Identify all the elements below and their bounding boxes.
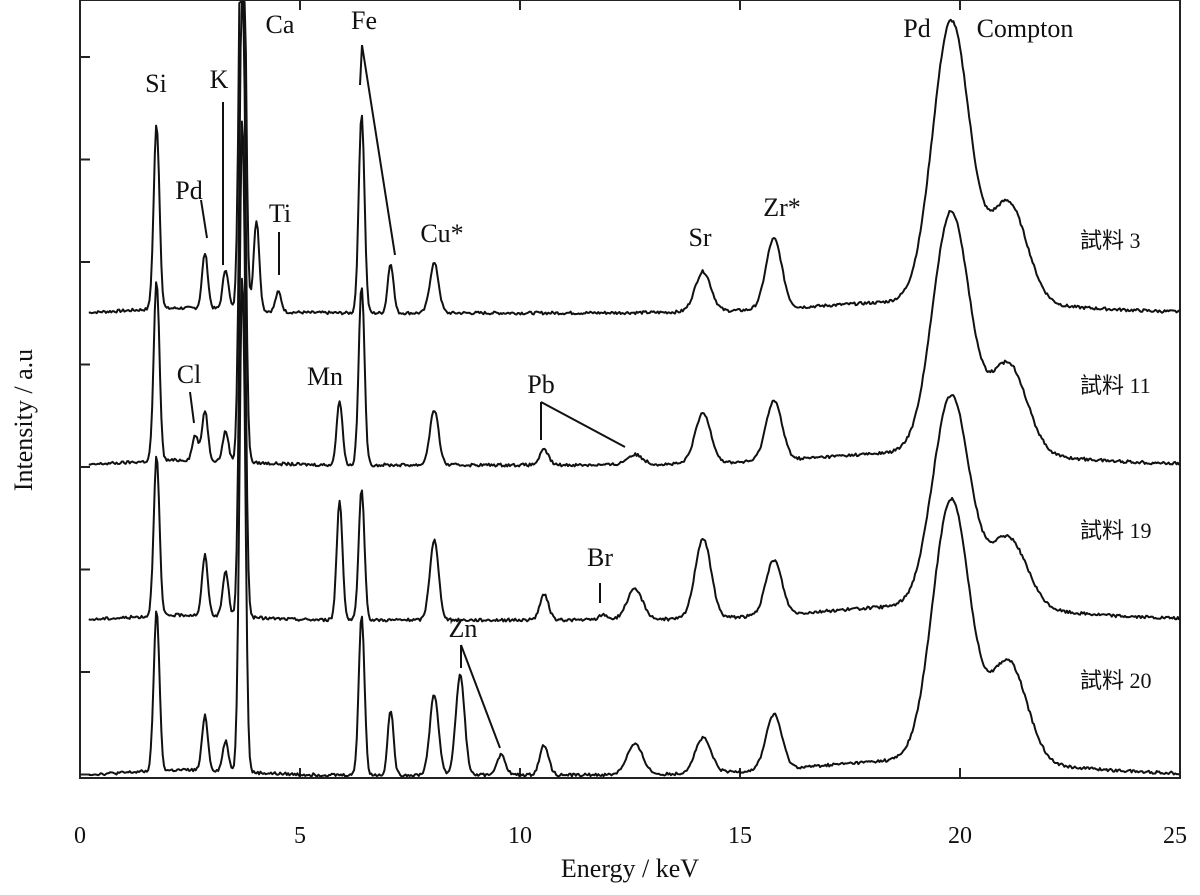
peak-label-zr: Zr* (763, 193, 801, 222)
spectrum-trace (88, 1, 1180, 468)
peak-label-si: Si (145, 69, 167, 98)
spectrum-traces (88, 1, 1181, 778)
peak-label-sr: Sr (688, 223, 711, 252)
peak-label-fe: Fe (351, 6, 377, 35)
sample-label: 試料 19 (1080, 518, 1152, 543)
sample-label: 試料 3 (1080, 228, 1141, 253)
peak-label-ti: Ti (269, 199, 291, 228)
peak-label-pd-k: Pd (903, 14, 930, 43)
peak-label-pb: Pb (527, 370, 554, 399)
x-tick-label: 10 (508, 823, 532, 849)
x-tick-label: 20 (948, 823, 972, 849)
pointer-pb-lb (540, 401, 626, 448)
peak-label-zn: Zn (449, 614, 478, 643)
peak-label-pd: Pd (175, 176, 202, 205)
peak-pointer-lines (189, 44, 626, 749)
plot-frame (79, 0, 1181, 779)
x-tick-label: 25 (1163, 823, 1187, 849)
x-tick-label: 5 (294, 823, 306, 849)
pointer-cl (189, 391, 195, 424)
peak-label-cl: Cl (177, 360, 202, 389)
sample-label: 試料 20 (1080, 668, 1152, 693)
spectrum-trace (88, 277, 1180, 778)
sample-label: 試料 11 (1080, 373, 1151, 398)
x-axis-title: Energy / keV (561, 854, 699, 883)
peak-labels: Si Pd K Ca Ti Fe Cu* Sr Zr* Pd Compton C… (145, 6, 1073, 643)
peak-label-ca: Ca (266, 10, 295, 39)
x-tick-label: 15 (728, 823, 752, 849)
pointer-fe-main (359, 44, 363, 86)
sample-labels: 試料 3 試料 11 試料 19 試料 20 (1080, 228, 1152, 693)
x-tick-label: 0 (74, 823, 86, 849)
peak-label-compton: Compton (977, 14, 1074, 43)
y-axis-title: Intensity / a.u (9, 349, 38, 491)
peak-label-k: K (210, 65, 229, 94)
peak-label-cu: Cu* (420, 219, 463, 248)
pointer-fe (361, 44, 396, 256)
peak-label-br: Br (587, 543, 613, 572)
peak-label-mn: Mn (307, 362, 343, 391)
x-tick-labels: 0 5 10 15 20 25 (74, 823, 1187, 849)
pointer-pd (200, 199, 208, 239)
spectrum-trace (88, 1, 1180, 316)
pointer-zn-kb (460, 644, 501, 749)
spectrum-trace (88, 120, 1181, 623)
